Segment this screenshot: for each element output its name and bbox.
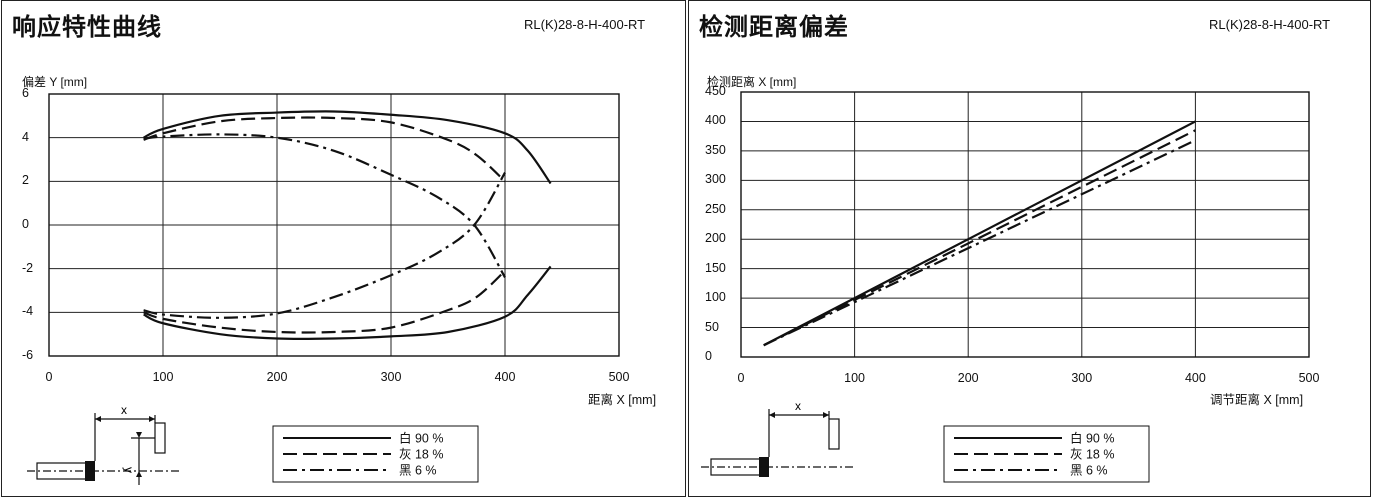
x-tick-label: 100 [844,371,866,385]
legend-label: 白 90 % [399,431,443,446]
series-line [143,172,506,319]
y-tick-label: 450 [705,84,726,98]
legend: 白 90 % 灰 18 % 黑 6 % [943,425,1150,483]
y-tick-label: 200 [705,231,726,246]
model-label: RL(K)28-8-H-400-RT [524,17,646,32]
x-axis-label: 距离 X [mm] [588,393,657,407]
distance-deviation-chart: 白 90 % 灰 18 % 黑 6 % x [701,91,1310,483]
x-tick-label: 0 [45,370,53,384]
y-axis-label: 检测距离 X [mm] [707,75,797,89]
response-curve-chart: 白 90 %灰 18 %黑 6 %xy [27,93,620,485]
series-line [143,265,552,341]
panel-title: 响应特性曲线 [12,12,162,41]
arrow-head [769,412,829,418]
x-tick-label: 0 [737,371,745,385]
x-tick-label: 200 [266,370,288,384]
legend-label: 灰 18 % [399,448,443,462]
model-label: RL(K)28-8-H-400-RT [1209,17,1331,32]
sensor-diagram: x [701,399,856,477]
y-tick-label: 300 [705,172,726,187]
plot-area [48,93,620,357]
sensor-diagram: xy [27,403,182,485]
series-line [143,133,506,278]
sensor-head [85,461,95,481]
plot-area [740,91,1310,358]
panel-title: 检测距离偏差 [699,12,849,41]
series-line [763,139,1196,347]
distance-deviation-panel: 检测距离偏差 RL(K)28-8-H-400-RT 检测距离 X [mm] 45… [688,0,1371,497]
y-dimension-label: y [122,467,136,473]
sensor-head [759,457,769,477]
legend-label: 黑 6 % [1070,464,1108,478]
y-tick-label: 6 [22,86,29,100]
y-tick-label: 0 [705,349,712,363]
x-tick-label: 400 [494,370,516,384]
arrow-head [95,416,155,422]
y-tick-label: 100 [705,290,726,305]
x-tick-label: 100 [152,370,174,384]
y-tick-label: 2 [22,173,29,188]
legend-label: 灰 18 % [1070,448,1114,462]
x-dimension-label: x [795,399,801,413]
series-line [143,270,506,334]
reflector [828,418,840,450]
x-tick-label: 500 [608,370,630,384]
y-tick-label: 250 [705,201,726,216]
x-axis-label: 调节距离 X [mm] [1210,393,1304,407]
plot-frame [48,93,620,357]
plot-frame [740,91,1310,358]
series-line [143,116,506,183]
y-tick-label: -4 [22,304,34,319]
y-tick-label: 50 [705,319,719,334]
y-tick-label: 150 [705,260,726,275]
y-tick-label: -6 [22,348,34,362]
y-tick-label: 0 [22,217,29,231]
x-tick-label: 500 [1298,371,1320,385]
series-line [763,120,1196,347]
x-tick-label: 200 [957,371,979,385]
series-line [143,110,552,185]
reflector [154,422,166,454]
legend: 白 90 % 灰 18 % 黑 6 % [272,425,479,483]
y-tick-label: 4 [22,129,29,144]
x-tick-label: 300 [380,370,402,384]
legend-label: 白 90 % [1070,431,1114,446]
x-dimension-label: x [121,403,127,417]
x-tick-label: 400 [1184,371,1206,385]
y-tick-label: 350 [705,142,726,157]
x-tick-label: 300 [1071,371,1093,385]
y-tick-label: 400 [705,113,726,128]
series-line [763,129,1196,347]
legend-label: 黑 6 % [399,464,437,478]
y-tick-label: -2 [22,260,34,275]
y-axis-label: 偏差 Y [mm] [22,75,88,89]
